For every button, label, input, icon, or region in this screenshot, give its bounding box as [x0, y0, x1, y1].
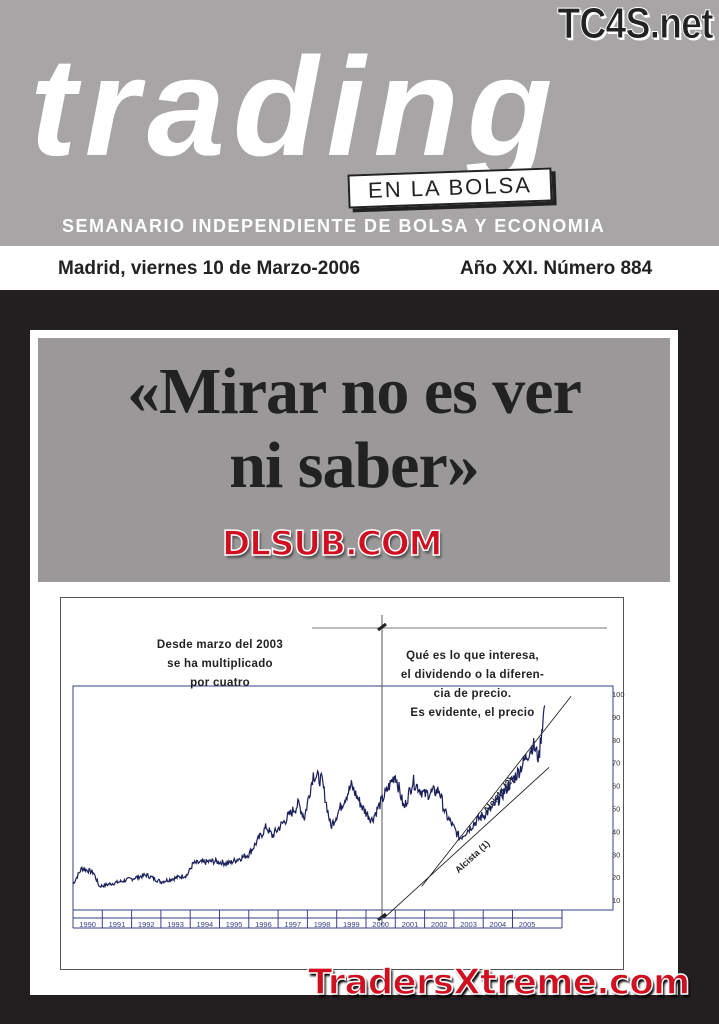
masthead-logo: trading — [30, 28, 561, 185]
x-tick-label: 1991 — [109, 920, 126, 929]
x-tick-label: 1999 — [343, 920, 360, 929]
note-line: el dividendo o la diferen- — [400, 669, 545, 681]
issue-number: Año XXI. Número 884 — [460, 258, 653, 279]
note-line: cia de precio. — [433, 688, 512, 700]
site-logo: TC4S.net — [557, 0, 714, 48]
trendline — [421, 696, 572, 887]
note-line: se ha multiplicado — [167, 658, 273, 670]
note-line: Qué es lo que interesa, — [406, 650, 539, 662]
note-line: Es evidente, el precio — [410, 707, 535, 719]
x-tick-label: 2004 — [490, 920, 507, 929]
trendline-label: Alcista (1) — [453, 838, 492, 874]
y-tick-label: 20 — [612, 873, 620, 882]
headline-line-1: «Mirar no es ver — [127, 355, 582, 428]
x-tick-label: 1998 — [314, 920, 331, 929]
x-tick-label: 2002 — [431, 920, 448, 929]
trendline — [383, 766, 550, 919]
x-tick-label: 1996 — [255, 920, 272, 929]
price-series-line — [72, 705, 546, 889]
x-tick-label: 1992 — [138, 920, 155, 929]
note-left: Desde marzo del 2003 se ha multiplicado … — [140, 636, 300, 693]
y-tick-label: 10 — [612, 896, 620, 905]
x-tick-label: 1990 — [79, 920, 96, 929]
y-tick-label: 40 — [612, 827, 620, 836]
plot-frame — [72, 685, 614, 911]
x-tick-label: 2005 — [519, 920, 536, 929]
y-tick-label: 70 — [612, 759, 620, 768]
tagline: SEMANARIO INDEPENDIENTE DE BOLSA Y ECONO… — [62, 216, 606, 236]
note-line: por cuatro — [190, 677, 250, 689]
issue-date: Madrid, viernes 10 de Marzo-2006 — [58, 258, 361, 279]
y-tick-label: 30 — [612, 850, 620, 859]
chart-frame — [60, 597, 624, 970]
watermark-bottom: TradersXtreme.com — [307, 961, 691, 1004]
date-band — [0, 246, 719, 290]
marker-tick — [377, 622, 387, 632]
x-tick-label: 1997 — [284, 920, 301, 929]
y-tick-label: 60 — [612, 782, 620, 791]
headline-line-2: ni saber» — [229, 429, 480, 502]
marker-tick — [377, 912, 387, 922]
headline-box: «Mirar no es ver ni saber» — [38, 338, 670, 582]
note-right: Qué es lo que interesa, el dividendo o l… — [385, 647, 560, 723]
y-tick-label: 90 — [612, 713, 620, 722]
x-tick-label: 2000 — [372, 920, 389, 929]
x-tick-label: 1993 — [167, 920, 184, 929]
y-tick-label: 80 — [612, 736, 620, 745]
x-tick-label: 2001 — [402, 920, 419, 929]
x-tick-label: 2003 — [460, 920, 477, 929]
watermark-center: DLSUB.COM — [221, 523, 443, 565]
x-tick-label: 1995 — [226, 920, 243, 929]
y-tick-label: 50 — [612, 805, 620, 814]
note-line: Desde marzo del 2003 — [156, 639, 284, 651]
x-tick-label: 1994 — [197, 920, 214, 929]
y-tick-label: 100 — [612, 690, 625, 699]
